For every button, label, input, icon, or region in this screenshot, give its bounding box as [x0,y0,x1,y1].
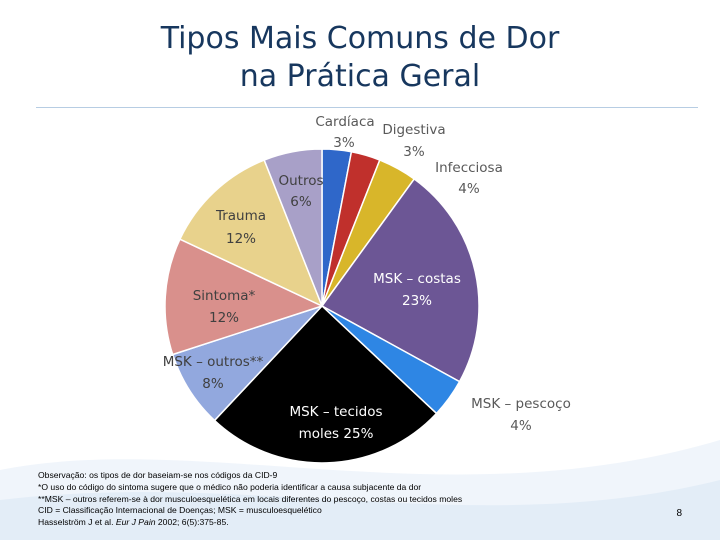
label-infecciosa-value: 4% [458,181,480,197]
title-divider [36,107,698,108]
pie-slices [164,148,480,464]
slide-title: Tipos Mais Comuns de Dor na Prática Gera… [0,20,720,96]
title-line-2: na Prática Geral [239,59,481,94]
label-msk-outros-value: 8% [202,376,224,392]
label-trauma-name: Trauma [215,208,266,224]
pie-slice-sintoma [164,238,325,356]
label-trauma-value: 12% [226,231,256,247]
citation-journal: Eur J Pain [115,517,156,528]
pie-slice-msk-tecidos-moles [213,304,438,464]
label-outros-value: 6% [290,194,312,210]
footnote-abbreviations: CID = Classificação Internacional de Doe… [38,505,322,516]
label-sintoma-value: 12% [209,310,239,326]
label-digestiva-value: 3% [403,144,425,160]
pie-labels: Cardíaca 3% Digestiva 3% Infecciosa 4% M… [163,114,571,442]
label-cardiaca-value: 3% [333,135,355,151]
label-msk-costas-value: 23% [402,293,432,309]
citation-details: 2002; 6(5):375-85. [157,517,229,528]
label-msk-pescoco-name: MSK – pescoço [471,396,571,412]
label-infecciosa-name: Infecciosa [435,160,503,176]
label-digestiva-name: Digestiva [382,122,445,138]
citation-authors: Hasselström J et al. [38,517,114,528]
label-outros-name: Outros [278,173,323,189]
footnote-observacao: Observação: os tipos de dor baseiam-se n… [38,470,278,480]
label-msk-tecidos-name: MSK – tecidos [289,404,382,420]
label-msk-tecidos-value: moles 25% [299,426,374,442]
footnotes: Observação: os tipos de dor baseiam-se n… [38,470,598,529]
pie-slice-outros [263,148,323,307]
footnote-sintoma: *O uso do código do sintoma sugere que o… [38,481,422,492]
footnote-msk-outros: **MSK – outros referem-se à dor musculoe… [38,493,463,504]
label-cardiaca-name: Cardíaca [315,114,374,130]
label-msk-outros-name: MSK – outros** [163,354,264,370]
title-line-1: Tipos Mais Comuns de Dor [160,21,560,56]
label-msk-costas-name: MSK – costas [373,271,461,287]
pie-slice-trauma [178,159,324,308]
citation: Hasselström J et al. Eur J Pain 2002; 6(… [38,517,598,529]
pie-chart: Cardíaca 3% Digestiva 3% Infecciosa 4% M… [163,114,571,464]
page-number: 8 [676,508,682,519]
pie-slice-msk-costas [320,177,480,383]
label-sintoma-name: Sintoma* [193,288,256,304]
label-msk-pescoco-value: 4% [510,418,532,434]
